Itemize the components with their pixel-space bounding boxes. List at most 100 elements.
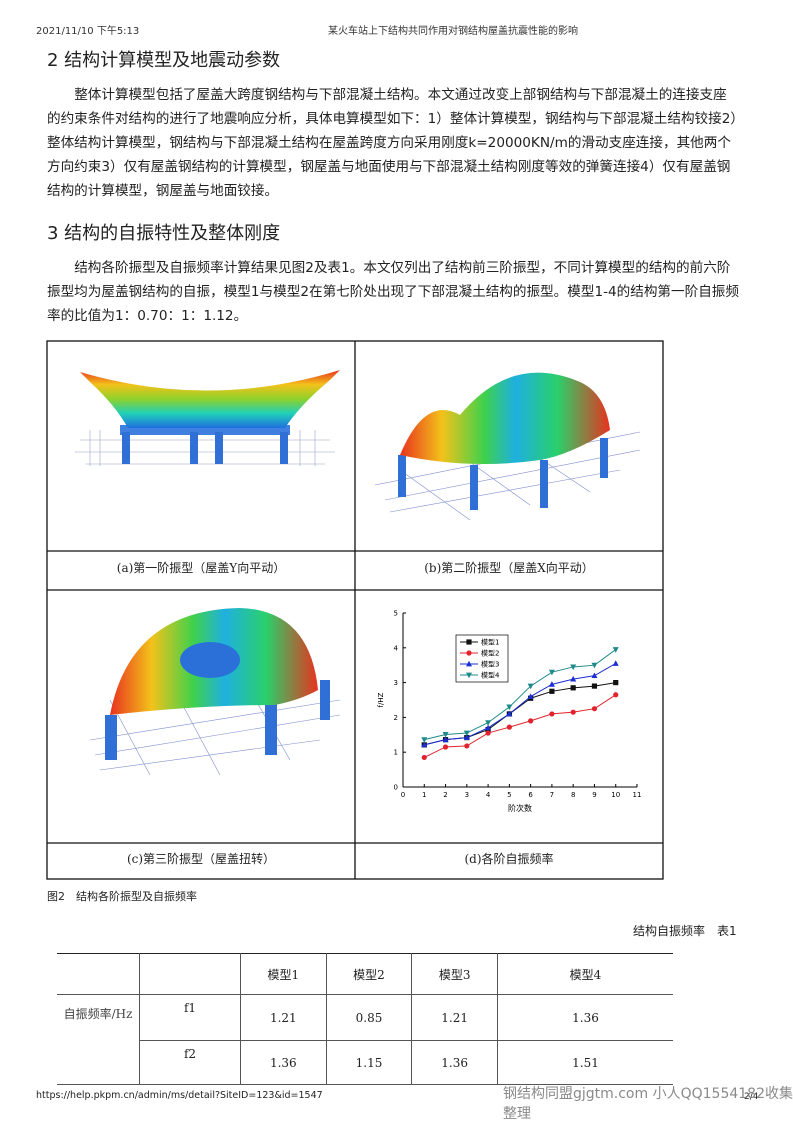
data-point <box>591 683 598 689</box>
data-point <box>421 741 428 748</box>
datetime: 2021/11/10 下午5:13 <box>36 26 140 37</box>
cell: 1.15 <box>325 1040 413 1085</box>
y-tick-label: 4 <box>394 644 399 652</box>
cell: 1.21 <box>411 994 498 1041</box>
data-point <box>442 732 449 738</box>
legend-marker <box>466 650 472 656</box>
figure-caption: 图2 结构各阶振型及自振频率 <box>47 890 197 903</box>
data-point <box>613 680 619 686</box>
table: 模型1 模型2 模型3 模型4 自振频率/Hz f1 1.21 0.85 1.21 1.36… <box>57 953 673 1085</box>
row-label: f2 <box>139 1040 241 1085</box>
data-point <box>570 675 577 682</box>
legend-marker <box>466 672 472 679</box>
paragraph: 结构各阶振型及自振频率计算结果见图2及表1。本文仅列出了结构前三阶振型，不同计算… <box>47 260 739 324</box>
th: 模型3 <box>411 953 498 995</box>
th: 模型4 <box>497 953 673 995</box>
x-tick-label: 5 <box>507 791 511 799</box>
mode-shape-c <box>89 608 341 776</box>
data-point <box>612 660 619 666</box>
panel-caption: (c)第三阶振型（屋盖扭转） <box>126 852 276 866</box>
data-point <box>570 664 577 671</box>
data-point <box>570 685 576 691</box>
x-tick-label: 2 <box>443 791 447 799</box>
series-line <box>424 682 616 746</box>
th: 模型2 <box>325 953 413 995</box>
cell: 1.21 <box>240 994 327 1041</box>
data-point <box>485 720 492 726</box>
x-tick-label: 10 <box>611 791 620 799</box>
data-point <box>463 734 470 740</box>
series-line <box>424 649 617 741</box>
x-tick-label: 6 <box>528 791 533 799</box>
cell: 1.36 <box>240 1040 327 1085</box>
x-tick-label: 11 <box>633 791 642 799</box>
mode-shape-a <box>75 370 340 466</box>
data-point <box>442 736 449 743</box>
cell: 0.85 <box>325 994 413 1041</box>
row-group: 自振频率/Hz <box>57 994 140 1085</box>
legend-label: 模型3 <box>481 660 499 669</box>
y-tick-label: 1 <box>394 749 398 757</box>
x-tick-label: 1 <box>422 791 426 799</box>
legend-box <box>455 634 509 683</box>
url: https://help.pkpm.cn/admin/ms/detail?Sit… <box>36 1090 323 1101</box>
chart: 0 1 2 3 4 5 0 1 2 3 4 5 6 7 8 9 10 11 阶次数 f/HZ 模型1 模型2 模型3 模型4 <box>377 610 642 814</box>
y-tick-label: 0 <box>394 784 398 792</box>
data-point <box>591 662 598 669</box>
x-tick-label: 8 <box>571 791 575 799</box>
legend-label: 模型2 <box>481 649 499 658</box>
legend-label: 模型1 <box>481 638 499 647</box>
data-point <box>591 672 598 679</box>
data-point <box>463 730 470 737</box>
y-axis-label: f/HZ <box>377 692 385 707</box>
data-point <box>506 704 513 711</box>
data-point <box>485 724 492 731</box>
legend-marker <box>466 639 472 645</box>
x-axis-label: 阶次数 <box>508 803 532 813</box>
paragraph: 整体计算模型包括了屋盖大跨度钢结构与下部混凝土结构。本文通过改变上部钢结构与下部… <box>47 87 738 199</box>
x-tick-label: 9 <box>592 791 596 799</box>
panel-caption: (b)第二阶振型（屋盖X向平动） <box>424 561 594 575</box>
data-point <box>506 724 512 730</box>
data-point <box>527 693 534 699</box>
data-point <box>506 710 513 717</box>
section-heading: 2 结构计算模型及地震动参数 <box>47 50 281 71</box>
data-point <box>549 711 555 717</box>
table-caption: 结构自振频率 表1 <box>633 924 737 938</box>
x-tick-label: 0 <box>401 791 405 799</box>
mode-shape-b <box>374 372 641 521</box>
data-point <box>613 692 619 698</box>
data-point <box>464 743 470 749</box>
data-point <box>421 754 427 761</box>
data-point <box>548 669 555 676</box>
data-point <box>549 688 555 694</box>
y-tick-label: 3 <box>394 679 398 687</box>
legend-label: 模型4 <box>481 671 500 680</box>
data-point <box>528 718 534 724</box>
panel-caption: (a)第一阶振型（屋盖Y向平动） <box>116 561 286 575</box>
x-tick-label: 3 <box>465 791 469 799</box>
x-tick-label: 7 <box>550 791 554 799</box>
data-point <box>591 706 598 712</box>
data-point <box>442 744 449 750</box>
data-point <box>570 709 576 715</box>
cell: 1.36 <box>411 1040 498 1085</box>
x-tick-label: 4 <box>486 791 491 799</box>
watermark: 钢结构同盟gjgtm.com 小人QQ1554182收集整理 <box>503 1086 793 1122</box>
legend-marker <box>466 660 472 667</box>
page-number: 2/4 <box>744 1092 759 1102</box>
data-point <box>612 647 619 653</box>
series-line <box>424 663 616 746</box>
y-tick-label: 2 <box>394 714 398 722</box>
th: 模型1 <box>240 953 327 995</box>
panel-caption: (d)各阶自振频率 <box>464 852 554 866</box>
doc-title: 某火车站上下结构共同作用对钢结构屋盖抗震性能的影响 <box>328 26 578 37</box>
data-point <box>485 730 491 736</box>
row-label: f1 <box>139 994 241 1041</box>
data-point <box>527 683 534 690</box>
section-heading: 3 结构的自振特性及整体刚度 <box>47 223 281 244</box>
cell: 1.36 <box>497 994 673 1041</box>
y-tick-label: 5 <box>394 610 398 618</box>
